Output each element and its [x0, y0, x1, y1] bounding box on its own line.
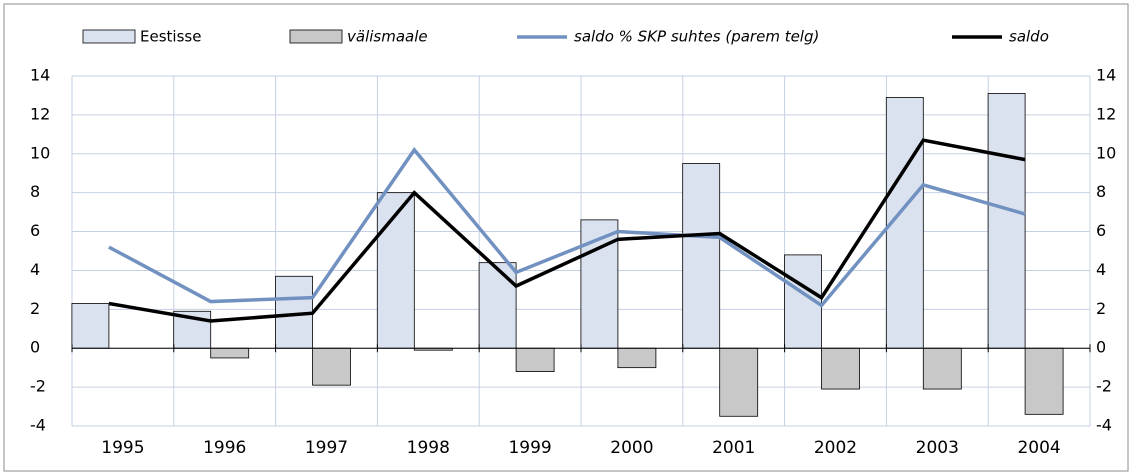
legend-swatch	[82, 29, 136, 44]
y2-tick-label: 2	[1096, 299, 1106, 318]
bar	[682, 163, 721, 349]
bar	[478, 262, 517, 349]
y-tick-label: 2	[30, 299, 40, 318]
y-tick-label: 14	[30, 66, 50, 85]
line-series	[108, 138, 1026, 323]
legend-label: Eestisse	[140, 28, 201, 46]
y2-tick-label: -4	[1096, 416, 1112, 435]
x-tick-label: 1999	[508, 438, 551, 458]
y2-tick-label: 6	[1096, 221, 1106, 240]
y2-tick-label: 4	[1096, 260, 1106, 279]
bar	[71, 303, 110, 349]
x-tick-label: 1995	[101, 438, 144, 458]
bar	[312, 347, 351, 386]
y2-tick-label: 10	[1096, 143, 1116, 162]
bar	[821, 347, 860, 390]
bar	[210, 347, 250, 359]
legend-label: saldo % SKP suhtes (parem telg)	[574, 28, 819, 46]
x-tick-label: 1996	[203, 438, 246, 458]
y-tick-label: 6	[30, 221, 40, 240]
bar	[922, 347, 962, 390]
y2-tick-label: 0	[1096, 338, 1106, 357]
y-tick-label: -4	[30, 416, 46, 435]
bar	[987, 93, 1026, 349]
legend-swatch	[289, 29, 343, 44]
bar	[1024, 347, 1064, 415]
y2-tick-label: 8	[1096, 182, 1106, 201]
y-tick-label: 10	[30, 143, 50, 162]
legend-label: saldo	[1009, 28, 1049, 46]
y-tick-label: 12	[30, 104, 50, 123]
bar	[376, 192, 415, 349]
line-series	[108, 146, 1026, 308]
x-tick-label: 2002	[814, 438, 857, 458]
y-tick-label: -2	[30, 377, 46, 396]
x-tick-label: 1997	[305, 438, 348, 458]
legend-label: välismaale	[347, 28, 428, 46]
y-tick-label: 8	[30, 182, 40, 201]
y-tick-label: 4	[30, 260, 40, 279]
bar	[719, 347, 759, 417]
y2-tick-label: 12	[1096, 104, 1116, 123]
chart-frame	[3, 3, 1129, 472]
x-tick-label: 2000	[610, 438, 653, 458]
x-tick-label: 2004	[1017, 438, 1060, 458]
y2-tick-label: 14	[1096, 66, 1116, 85]
x-tick-label: 2001	[712, 438, 755, 458]
x-tick-label: 1998	[407, 438, 450, 458]
y-tick-label: 0	[30, 338, 40, 357]
bar	[515, 347, 555, 372]
y2-tick-label: -2	[1096, 377, 1112, 396]
x-tick-label: 2003	[916, 438, 959, 458]
bar	[617, 347, 657, 369]
